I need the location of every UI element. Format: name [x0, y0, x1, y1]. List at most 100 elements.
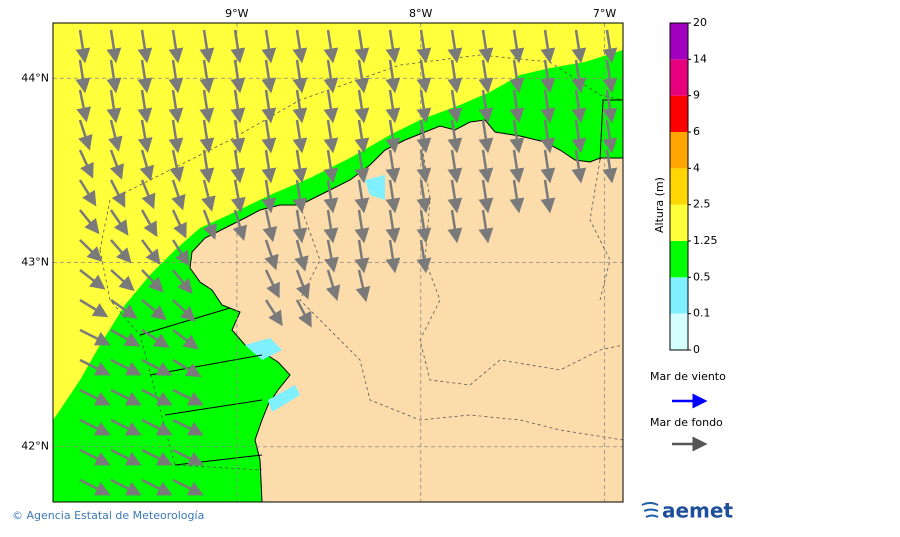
map-frame	[52, 22, 624, 503]
colorbar-title: Altura (m)	[653, 177, 666, 233]
colorbar-label: 14	[693, 52, 707, 65]
arrow	[75, 29, 91, 64]
arrow	[109, 209, 129, 236]
lat-tick-label: 42°N	[21, 440, 49, 453]
arrow	[540, 119, 556, 154]
arrow	[110, 239, 132, 264]
arrow	[540, 149, 556, 184]
arrow	[571, 89, 587, 124]
arrow	[447, 59, 463, 94]
colorbar-frame	[669, 22, 689, 351]
arrow	[172, 448, 204, 466]
arrow	[141, 448, 173, 466]
arrow	[141, 328, 170, 348]
arrow	[323, 179, 339, 214]
arrow	[602, 29, 618, 64]
legend-label: Mar de fondo	[650, 416, 723, 429]
arrow	[602, 149, 618, 184]
map-ticks: 9°W 8°W 7°W 44°N 43°N 42°N	[21, 7, 616, 453]
arrow	[478, 209, 494, 244]
arrow	[199, 149, 215, 184]
colorbar-label: 0.5	[693, 270, 711, 283]
arrow	[232, 209, 248, 242]
arrow	[509, 29, 525, 64]
colorbar-bin	[670, 59, 688, 96]
arrow	[385, 179, 401, 214]
arrow	[294, 239, 309, 272]
arrow	[264, 299, 283, 327]
arrow	[261, 29, 277, 64]
lat-tick-label: 44°N	[21, 71, 49, 84]
arrow	[571, 119, 587, 154]
arrow	[75, 59, 91, 94]
arrow	[509, 59, 525, 94]
arrow	[140, 179, 156, 210]
arrow	[385, 59, 401, 94]
arrow	[416, 239, 432, 274]
arrow	[79, 358, 111, 376]
arrow	[172, 478, 204, 496]
arrow	[292, 29, 308, 64]
arrow	[355, 269, 371, 303]
arrow	[478, 119, 494, 154]
arrow	[230, 29, 246, 64]
arrow	[230, 119, 246, 154]
colorbar-bin	[670, 277, 688, 314]
lon-tick-label: 7°W	[593, 7, 616, 20]
arrow	[478, 179, 494, 214]
arrow	[447, 179, 463, 214]
swell-arrows	[75, 29, 618, 496]
arrow	[261, 149, 277, 184]
arrow	[509, 149, 525, 184]
arrow	[264, 239, 279, 271]
arrow	[416, 179, 432, 214]
arrow	[79, 388, 111, 406]
arrow	[110, 448, 142, 466]
arrow	[447, 29, 463, 64]
arrow	[78, 119, 93, 151]
arrow	[540, 29, 556, 64]
arrow	[137, 89, 153, 124]
arrow	[261, 179, 277, 214]
arrow	[141, 418, 173, 436]
arrow	[79, 448, 111, 466]
arrow	[571, 149, 587, 184]
arrow	[264, 269, 280, 299]
arrow	[137, 59, 153, 94]
arrow	[109, 149, 124, 180]
colorbar-bin	[670, 204, 688, 241]
arrow	[416, 209, 432, 244]
colorbar-label: 20	[693, 16, 707, 29]
lon-tick-label: 8°W	[409, 7, 432, 20]
colorbar-label: 0.1	[693, 307, 711, 320]
colorbar-bin	[670, 23, 688, 60]
arrow	[354, 239, 370, 274]
arrow	[172, 358, 202, 378]
arrow	[416, 59, 432, 94]
arrow	[262, 209, 278, 243]
arrow	[323, 59, 339, 94]
arrow	[106, 89, 122, 124]
colorbar-label: 4	[693, 161, 700, 174]
arrow	[354, 179, 370, 214]
colorbar-bin	[670, 313, 688, 350]
arrow	[110, 298, 138, 319]
logo: aemet	[641, 499, 733, 523]
arrow	[354, 89, 370, 124]
arrow	[172, 329, 199, 350]
arrow	[76, 89, 92, 123]
arrow	[416, 119, 432, 154]
arrow	[295, 299, 312, 328]
arrow	[324, 239, 339, 273]
arrow	[78, 149, 94, 179]
arrow	[602, 59, 618, 94]
arrow	[292, 149, 308, 184]
arrow	[292, 119, 308, 154]
arrow	[509, 89, 525, 124]
arrow	[171, 239, 190, 267]
arrow	[106, 29, 122, 64]
map	[53, 23, 623, 502]
arrow	[447, 149, 463, 184]
arrow	[602, 119, 618, 154]
arrow	[202, 209, 217, 240]
